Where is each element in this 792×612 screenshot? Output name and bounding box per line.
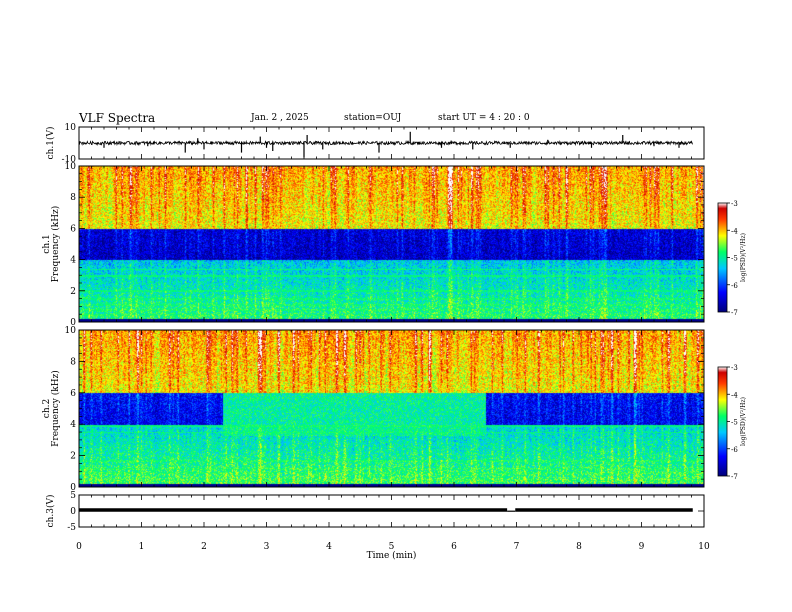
- ch1-waveform-ytick-1: -10: [62, 155, 77, 165]
- ch1-spectrogram-ylabel-1: Frequency (kHz): [50, 206, 61, 283]
- colorbar-1-tick-0: -3: [731, 200, 738, 208]
- ch1-spectrogram-ytick-3: 6: [70, 224, 76, 234]
- ch1-waveform-ylabel-0: ch.1(V): [45, 127, 56, 160]
- ch1-spectrogram-ytick-2: 4: [70, 256, 76, 266]
- xtick-3: 3: [264, 542, 270, 552]
- date-label: Jan. 2 , 2025: [251, 113, 309, 123]
- colorbar-1: [717, 202, 728, 313]
- colorbar-1-label: log(PSD)(V²/Hz): [740, 233, 747, 282]
- colorbar-2: [717, 366, 728, 477]
- ch1-spectrogram-ytick-4: 8: [70, 193, 76, 203]
- colorbar-2-tick-2: -5: [731, 419, 738, 427]
- xtick-7: 7: [514, 542, 520, 552]
- ch1-spectrogram-ytick-0: 0: [70, 318, 76, 328]
- ch3-waveform-ylabel-0: ch.3(V): [45, 495, 56, 528]
- ch1-waveform-trace: [78, 139, 693, 147]
- ch3-waveform-ytick-2: -5: [67, 523, 76, 533]
- colorbar-1-tick-1: -4: [731, 227, 738, 235]
- xtick-4: 4: [326, 542, 332, 552]
- colorbar-2-tick-1: -4: [731, 391, 738, 399]
- ch2-spectrogram-ytick-4: 8: [70, 357, 76, 367]
- ch1-spectrogram-ylabel-0: ch.1: [42, 234, 52, 253]
- xtick-1: 1: [139, 542, 145, 552]
- ch2-spectrogram-ylabel-1: Frequency (kHz): [50, 370, 61, 447]
- ch2-spectrogram-ytick-3: 6: [70, 389, 76, 399]
- ch2-spectrogram-ytick-0: 0: [70, 483, 76, 493]
- colorbar-1-tick-4: -7: [731, 309, 738, 317]
- station-label: station=OUJ: [344, 113, 402, 123]
- ch1-waveform-ytick-0: 10: [65, 123, 77, 133]
- colorbar-2-tick-3: -6: [731, 446, 738, 454]
- colorbar-2-label: log(PSD)(V²/Hz): [740, 397, 747, 446]
- start-time-label: start UT = 4 : 20 : 0: [438, 113, 530, 123]
- ch1-spectrogram-ytick-1: 2: [70, 287, 76, 297]
- ch2-spectrogram-ytick-1: 2: [70, 452, 76, 462]
- ch1-spectrogram-ytick-5: 10: [65, 162, 77, 172]
- colorbar-2-tick-4: -7: [731, 473, 738, 481]
- xtick-0: 0: [76, 542, 82, 552]
- ch1-spectrogram-image: [79, 166, 704, 322]
- figure-title: VLF Spectra: [79, 111, 156, 125]
- ch2-spectrogram-ylabel-0: ch.2: [42, 399, 52, 418]
- xaxis-label: Time (min): [367, 550, 417, 561]
- ch3-waveform-ytick-1: 0: [70, 507, 76, 517]
- xtick-6: 6: [451, 542, 457, 552]
- colorbar-1-tick-3: -6: [731, 282, 738, 290]
- ch2-spectrogram-ytick-5: 10: [65, 326, 77, 336]
- xtick-8: 8: [576, 542, 582, 552]
- ch2-spectrogram-image: [79, 330, 704, 487]
- ch2-spectrogram-ytick-2: 4: [70, 420, 76, 430]
- xtick-9: 9: [639, 542, 645, 552]
- ch3-waveform-ytick-0: 5: [70, 491, 76, 501]
- xtick-2: 2: [201, 542, 207, 552]
- xtick-5: 5: [389, 542, 395, 552]
- colorbar-1-tick-2: -5: [731, 255, 738, 263]
- colorbar-2-tick-0: -3: [731, 364, 738, 372]
- xtick-10: 10: [698, 542, 710, 552]
